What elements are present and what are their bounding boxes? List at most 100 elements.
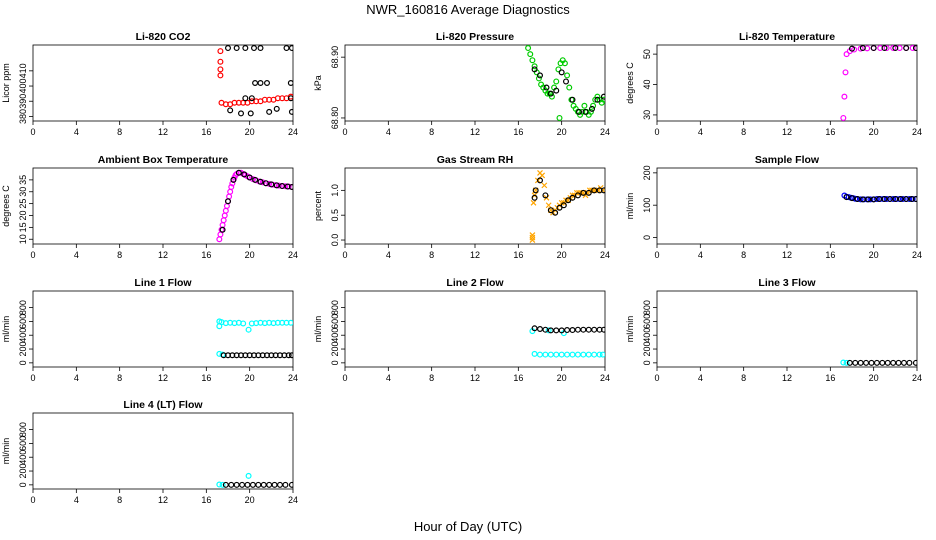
data-point-black — [531, 194, 538, 201]
data-point-black — [600, 326, 605, 333]
y-tick-label: 800 — [642, 300, 652, 315]
points-group — [841, 192, 917, 203]
x-tick-label: 0 — [30, 373, 35, 383]
data-point-black — [848, 45, 855, 52]
y-tick-label: 200 — [18, 342, 28, 357]
y-tick-label: 600 — [18, 314, 28, 329]
y-tick-label: 0.5 — [330, 209, 340, 222]
data-point-black — [912, 45, 917, 52]
data-point-black — [852, 359, 859, 366]
data-point-black — [569, 194, 576, 201]
data-point-black — [912, 359, 917, 366]
x-tick-label: 20 — [869, 373, 879, 383]
y-tick-label: 0 — [330, 360, 340, 365]
data-point-cyan — [574, 351, 581, 358]
plot-frame — [656, 167, 918, 245]
data-point-magenta — [228, 184, 235, 191]
data-point-black — [542, 192, 549, 199]
data-point-green — [564, 72, 571, 79]
data-point-black — [870, 196, 877, 203]
data-point-black — [558, 327, 565, 334]
x-tick-label: 12 — [470, 250, 480, 260]
y-tick-label: 40 — [642, 80, 652, 90]
data-point-black — [249, 481, 256, 488]
data-point-green — [581, 102, 588, 109]
x-tick-label: 24 — [912, 373, 922, 383]
data-point-black — [553, 327, 560, 334]
y-tick-label: 15 — [18, 222, 28, 232]
panel-4: Ambient Box Temperature 0 4 8 12 16 20 24 10 15 20… — [1, 154, 298, 260]
data-point-black — [843, 194, 850, 201]
x-tick-label: 12 — [470, 373, 480, 383]
panel-3: Li-820 Temperature 0 4 8 12 16 20 24 30 40 50 degre… — [625, 31, 922, 137]
y-tick-label: 800 — [18, 300, 28, 315]
data-point-magenta — [220, 217, 227, 224]
data-point-black — [884, 359, 891, 366]
x-tick-label: 8 — [429, 373, 434, 383]
data-point-black — [244, 481, 251, 488]
data-point-black — [881, 196, 888, 203]
y-tick-label: 68.80 — [330, 107, 340, 130]
y-tick-label: 800 — [18, 422, 28, 437]
data-point-black — [235, 169, 242, 176]
x-tick-label: 24 — [600, 127, 610, 137]
x-tick-label: 20 — [557, 250, 567, 260]
y-tick-label: 50 — [642, 49, 652, 59]
y-tick-label: 600 — [642, 314, 652, 329]
data-point-black — [257, 178, 264, 185]
data-point-green — [561, 60, 568, 67]
x-tick-label: 24 — [288, 495, 298, 505]
data-point-black — [225, 45, 232, 52]
plot-frame — [344, 44, 606, 122]
y-tick-label: 400 — [642, 328, 652, 343]
data-point-green — [556, 114, 563, 121]
data-point-cyan — [287, 319, 293, 326]
panel-2: Li-820 Pressure 0 4 8 12 16 20 24 68.80 68.90 kPa — [313, 31, 610, 137]
y-tick-label: 0 — [18, 482, 28, 487]
data-point-black — [562, 78, 569, 85]
y-tick-label: 30 — [642, 110, 652, 120]
points-group — [217, 45, 293, 117]
data-point-orange — [558, 199, 565, 206]
x-tick-label: 4 — [74, 373, 79, 383]
x-tick-label: 12 — [158, 495, 168, 505]
data-point-black — [903, 45, 910, 52]
data-point-magenta — [222, 207, 229, 214]
data-point-black — [532, 187, 539, 194]
data-point-green — [527, 51, 534, 58]
data-point-black — [594, 96, 601, 103]
data-point-orange — [530, 199, 537, 206]
data-point-black — [287, 80, 293, 86]
points-group — [216, 169, 293, 243]
x-tick-label: 0 — [30, 495, 35, 505]
data-point-black — [574, 192, 581, 199]
x-tick-label: 20 — [869, 127, 879, 137]
data-point-cyan — [569, 351, 576, 358]
data-point-magenta — [226, 193, 233, 200]
data-point-black — [531, 325, 538, 332]
data-point-cyan — [245, 326, 252, 333]
y-tick-label: 380 — [18, 109, 28, 124]
data-point-black — [892, 45, 899, 52]
data-point-cyan — [840, 359, 847, 366]
x-tick-label: 20 — [245, 495, 255, 505]
data-point-black — [552, 209, 559, 216]
data-point-black — [859, 196, 866, 203]
x-tick-label: 8 — [117, 127, 122, 137]
data-point-black — [585, 189, 592, 196]
y-axis-label: ml/min — [1, 316, 11, 343]
data-point-black — [600, 93, 605, 100]
data-point-black — [282, 481, 289, 488]
data-point-black — [225, 198, 232, 205]
y-tick-label: 1.0 — [330, 184, 340, 197]
data-point-black — [251, 45, 258, 52]
data-point-cyan — [596, 351, 603, 358]
points-group — [525, 45, 605, 121]
x-tick-label: 8 — [117, 495, 122, 505]
data-point-black — [233, 481, 240, 488]
data-point-black — [239, 481, 246, 488]
y-tick-label: 390 — [18, 94, 28, 109]
data-point-cyan — [591, 351, 598, 358]
x-tick-label: 4 — [386, 373, 391, 383]
